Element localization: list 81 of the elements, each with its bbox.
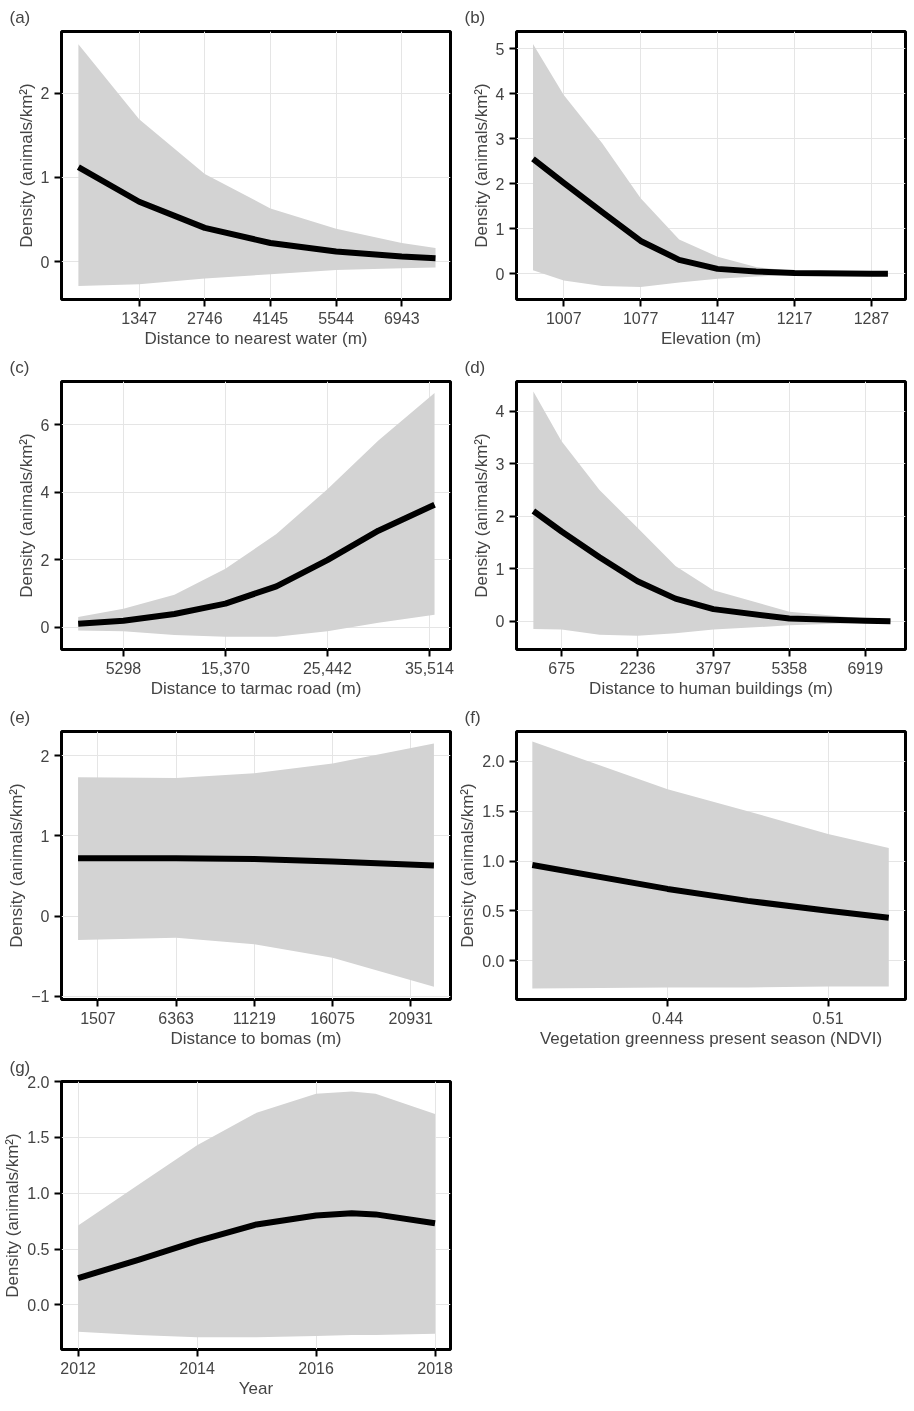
y-tick-label: 0 (495, 613, 505, 631)
y-tick-label: 0.0 (27, 1296, 50, 1314)
x-tick-label: 1147 (700, 309, 735, 327)
x-tick-label: 1287 (853, 309, 890, 327)
x-tick-label: 3797 (695, 659, 732, 677)
x-tick-label: 1007 (545, 309, 582, 327)
x-tick-label: 16075 (310, 1009, 355, 1027)
y-axis-title: Density (animals/km²) (471, 83, 491, 248)
x-tick-label: 0.51 (812, 1009, 844, 1027)
x-axis-title: Distance to nearest water (m) (144, 328, 368, 348)
x-tick-label: 1507 (80, 1009, 116, 1027)
y-tick-label: 0 (40, 619, 50, 637)
x-tick-label: 5358 (771, 659, 808, 677)
x-axis-title: Year (238, 1378, 274, 1398)
y-axis-title: Density (animals/km²) (458, 783, 478, 948)
y-tick-label: 2 (40, 551, 50, 569)
y-axis-title: Density (animals/km²) (16, 83, 36, 248)
y-tick-label: 2 (40, 747, 50, 765)
y-axis-title: Density (animals/km²) (7, 783, 27, 948)
y-tick-label: 4 (40, 484, 50, 502)
x-tick-label: 1347 (121, 309, 158, 327)
y-tick-label: 0 (40, 253, 50, 271)
y-tick-label: 1 (40, 169, 50, 187)
chart-title: (f) (464, 707, 481, 727)
y-tick-label: 2.0 (482, 753, 505, 771)
x-tick-label: 2016 (298, 1359, 334, 1377)
x-tick-label: 15,370 (200, 659, 250, 677)
y-axis-title: Density (animals/km²) (471, 433, 491, 598)
y-tick-label: 0.5 (482, 902, 505, 920)
x-tick-label: 25,442 (302, 659, 352, 677)
y-tick-label: 2 (495, 508, 505, 526)
chart-title: (b) (464, 7, 486, 27)
y-tick-label: 2 (40, 85, 50, 103)
x-axis-title: Vegetation greenness present season (NDVI) (539, 1028, 883, 1048)
x-tick-label: 4145 (252, 309, 289, 327)
y-tick-label: 1.0 (482, 853, 505, 871)
y-tick-label: 2 (495, 175, 505, 193)
x-axis-title: Elevation (m) (660, 328, 762, 348)
y-tick-label: 4 (495, 403, 505, 421)
x-axis-title: Distance to tarmac road (m) (150, 678, 362, 698)
x-tick-label: 6919 (847, 659, 884, 677)
y-tick-label: 1 (495, 220, 505, 238)
y-axis-title: Density (animals/km²) (16, 433, 36, 598)
chart-title: (c) (9, 357, 30, 377)
x-tick-label: 6363 (158, 1009, 195, 1027)
x-tick-label: 6943 (383, 309, 420, 327)
x-tick-label: 1217 (776, 309, 813, 327)
x-tick-label: 11219 (232, 1009, 277, 1027)
x-tick-label: 20931 (388, 1009, 434, 1027)
chart-title: (a) (9, 7, 31, 27)
y-tick-label: 0.5 (27, 1241, 50, 1258)
y-tick-label: 1 (40, 827, 50, 845)
y-tick-label: 1.5 (482, 803, 505, 821)
x-tick-label: 1077 (622, 309, 659, 327)
y-tick-label: 0.0 (482, 952, 505, 970)
x-tick-label: 2236 (619, 659, 656, 677)
x-axis-title: Distance to bomas (m) (170, 1028, 342, 1048)
x-tick-label: 2012 (60, 1359, 97, 1377)
y-tick-label: 4 (495, 85, 505, 103)
y-tick-label: 0 (495, 265, 505, 283)
x-tick-label: 675 (548, 659, 576, 677)
x-axis-title: Distance to human buildings (m) (589, 678, 833, 698)
x-tick-label: 0.44 (651, 1009, 684, 1027)
x-tick-label: 35,514 (404, 659, 454, 677)
y-tick-label: 1.5 (27, 1129, 50, 1147)
y-tick-label: 6 (40, 416, 50, 434)
y-tick-label: 1.0 (27, 1185, 50, 1203)
x-tick-label: 5298 (105, 659, 142, 677)
y-tick-label: 0 (40, 908, 50, 926)
y-tick-label: 1 (495, 560, 505, 578)
y-tick-label: 3 (495, 130, 505, 148)
chart-title: (d) (464, 357, 486, 377)
y-tick-label: 3 (495, 455, 505, 473)
y-axis-title: Density (animals/km²) (3, 1133, 23, 1298)
chart-title: (e) (9, 707, 31, 727)
x-tick-label: 5544 (318, 309, 354, 327)
x-tick-label: 2014 (179, 1359, 216, 1377)
y-tick-label: −1 (31, 988, 50, 1006)
y-tick-label: 5 (495, 40, 505, 58)
x-tick-label: 2746 (187, 309, 223, 327)
x-tick-label: 2018 (417, 1359, 453, 1377)
